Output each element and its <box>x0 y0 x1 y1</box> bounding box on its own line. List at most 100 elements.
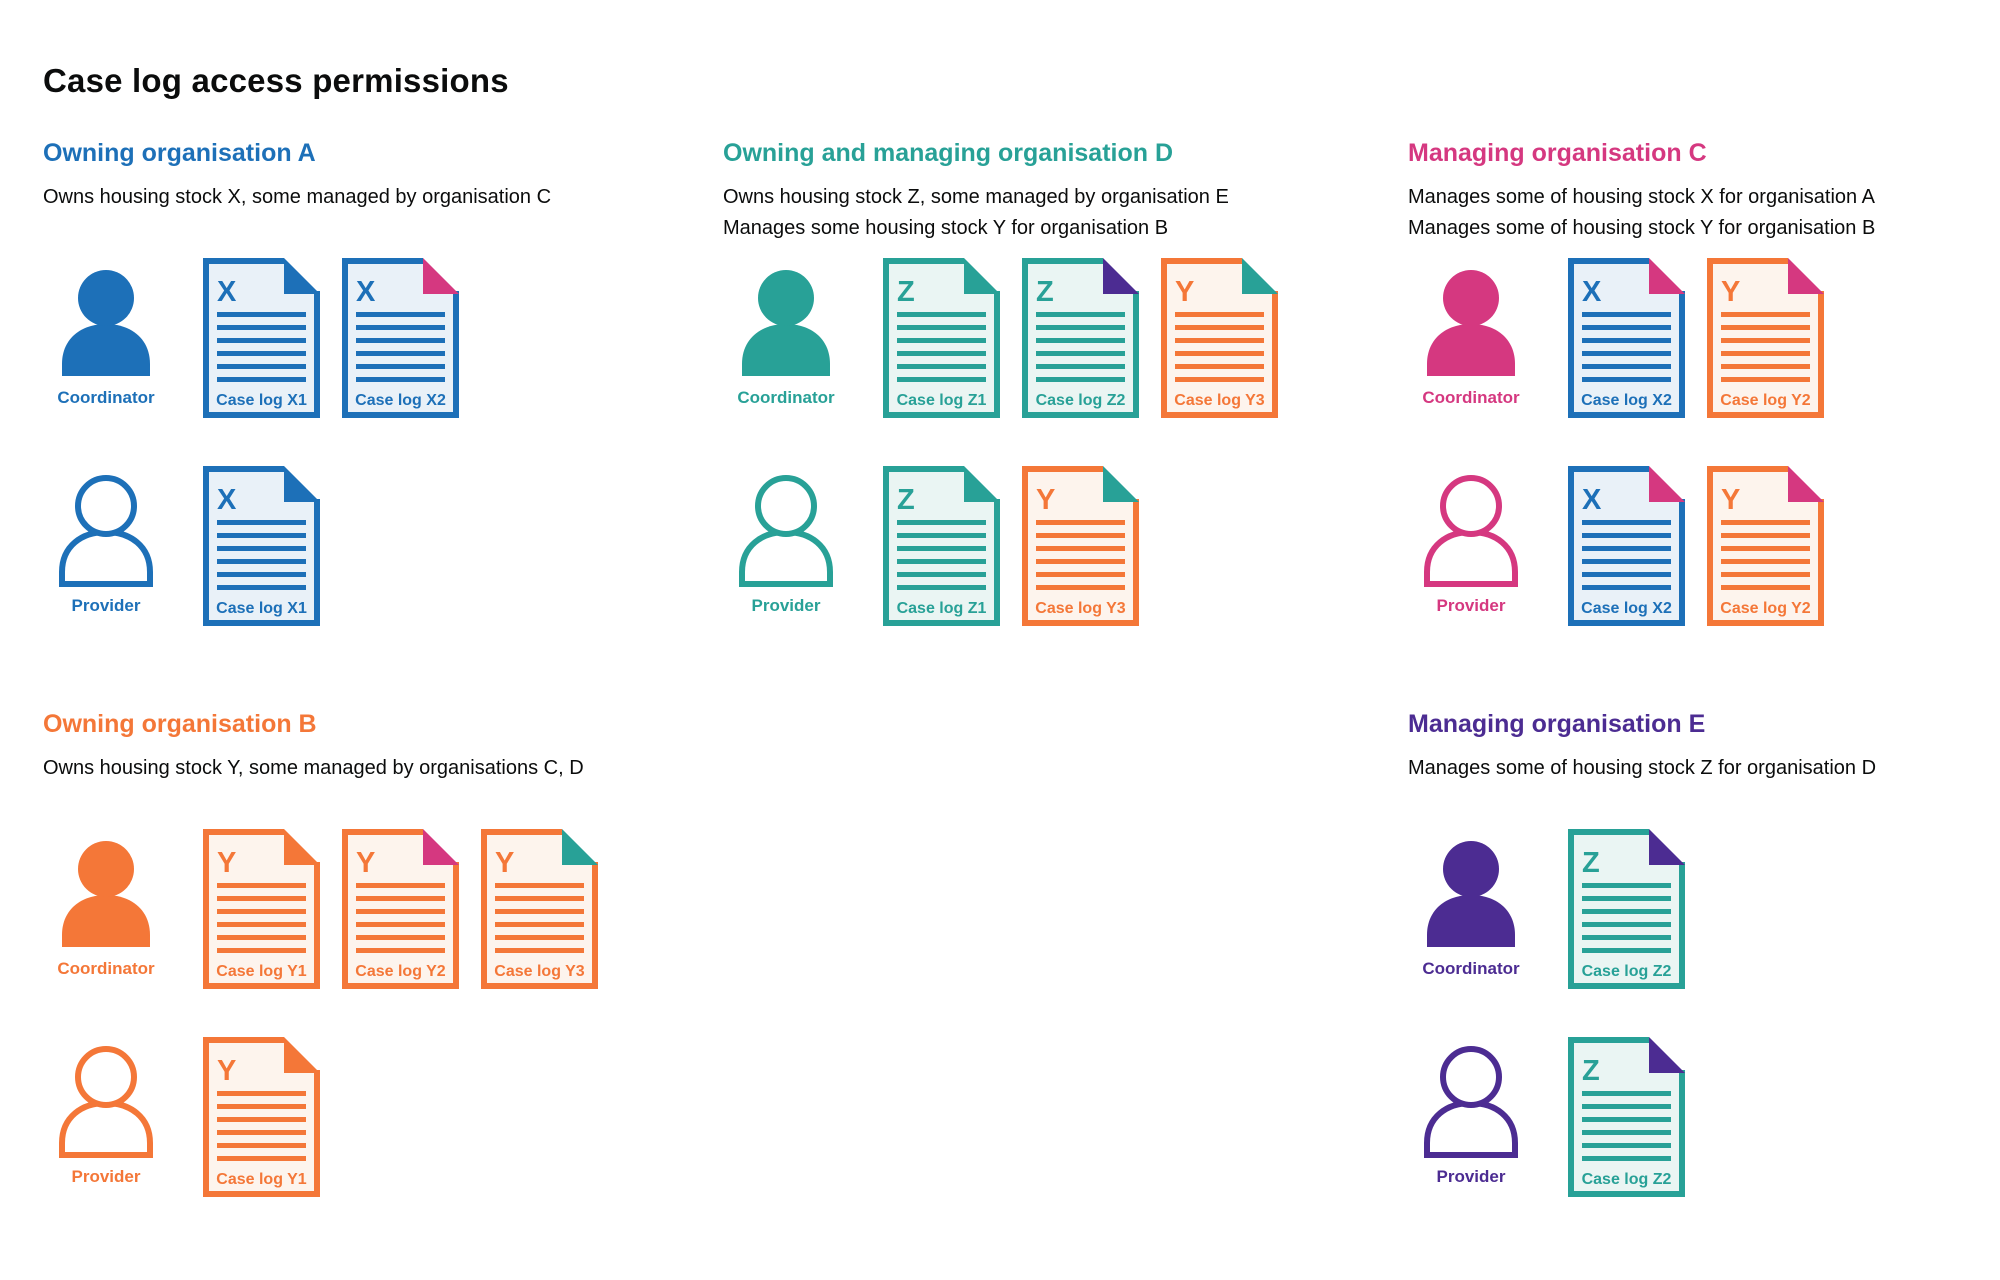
org-rows: Coordinator X Case log X2 Y Ca <box>1408 258 1968 626</box>
document-border <box>1568 1037 1685 1197</box>
person-role-label: Coordinator <box>1422 959 1520 978</box>
document-text-lines <box>495 883 584 953</box>
document-text-lines <box>1582 312 1671 382</box>
document-label: Case log Y2 <box>1720 392 1811 409</box>
role-row: Coordinator X Case log X1 X Ca <box>43 258 723 418</box>
org-header: Owning organisation B Owns housing stock… <box>43 710 723 829</box>
org-header: Owning organisation A Owns housing stock… <box>43 139 723 258</box>
document-text-lines <box>897 312 986 382</box>
person-role-label: Provider <box>71 1167 141 1186</box>
document-stock-letter: X <box>217 484 237 516</box>
person-body-shape <box>62 324 150 376</box>
org-description-line: Owns housing stock X, some managed by or… <box>43 185 552 208</box>
org-header: Managing organisation E Manages some of … <box>1408 710 1968 829</box>
org-description-line: Owns housing stock Y, some managed by or… <box>43 756 584 779</box>
person-head-shape <box>75 475 137 537</box>
org-rows: Coordinator Z Case log Z1 Z Ca <box>723 258 1408 626</box>
document-stock-letter: Y <box>217 847 236 879</box>
document-stock-letter: Z <box>1036 276 1054 308</box>
document-label: Case log Z1 <box>897 392 987 409</box>
folded-corner-icon <box>562 829 598 865</box>
org-description-line: Manages some of housing stock Y for orga… <box>1408 216 1876 239</box>
document-border <box>1568 258 1685 418</box>
document-stock-letter: X <box>356 276 376 308</box>
folded-corner-icon <box>284 829 320 865</box>
document-border <box>1161 258 1278 418</box>
document-border <box>481 829 598 989</box>
document-label: Case log Y3 <box>494 963 585 980</box>
document-stock-letter: Z <box>1582 847 1600 879</box>
document-stock-letter: Z <box>897 484 915 516</box>
org-title: Owning organisation A <box>43 139 316 167</box>
person-role-label: Coordinator <box>737 388 835 407</box>
org-description: Manages some of housing stock X for orga… <box>1408 182 1968 244</box>
org-rows: Coordinator X Case log X1 X Ca <box>43 258 723 626</box>
document-label: Case log Y3 <box>1035 600 1126 617</box>
case-log-document-icon: X Case log X1 <box>203 258 320 418</box>
person: Provider <box>43 472 169 616</box>
coordinator-person-icon <box>1427 841 1515 947</box>
role-row: Coordinator Y Case log Y1 Y Ca <box>43 829 723 989</box>
person-role-label: Provider <box>751 596 821 615</box>
document-label: Case log Y1 <box>216 963 307 980</box>
person-body-shape <box>59 528 153 587</box>
folded-corner-icon <box>1103 466 1139 502</box>
document-text-lines <box>1721 312 1810 382</box>
person: Provider <box>1408 1043 1534 1187</box>
person: Provider <box>723 472 849 616</box>
document-border <box>1707 466 1824 626</box>
document-text-lines <box>1582 883 1671 953</box>
person-head-shape <box>78 270 134 326</box>
person-body-shape <box>739 528 833 587</box>
provider-person-icon <box>739 475 833 587</box>
org-section-d: Owning and managing organisation D Owns … <box>723 139 1408 711</box>
document-stock-letter: Y <box>1036 484 1055 516</box>
person: Coordinator <box>723 264 849 408</box>
document-text-lines <box>356 883 445 953</box>
document-text-lines <box>1175 312 1264 382</box>
document-stock-letter: Y <box>495 847 514 879</box>
person-head-shape <box>75 1046 137 1108</box>
case-log-documents: X Case log X1 X Case log X2 <box>203 258 459 418</box>
folded-corner-icon <box>1649 258 1685 294</box>
person-head-shape <box>1440 475 1502 537</box>
org-description-line: Manages some housing stock Y for organis… <box>723 216 1169 239</box>
org-section-b: Owning organisation B Owns housing stock… <box>43 710 723 1245</box>
document-border <box>203 258 320 418</box>
org-description-line: Manages some of housing stock X for orga… <box>1408 185 1875 208</box>
folded-corner-icon <box>1788 466 1824 502</box>
page-title: Case log access permissions <box>43 62 509 100</box>
case-log-documents: Z Case log Z1 Y Case log Y3 <box>883 466 1139 626</box>
person-head-shape <box>78 841 134 897</box>
document-label: Case log Z2 <box>1582 963 1672 980</box>
document-label: Case log Y2 <box>1720 600 1811 617</box>
org-title: Managing organisation E <box>1408 710 1706 738</box>
org-title: Owning and managing organisation D <box>723 139 1174 167</box>
document-label: Case log Z2 <box>1582 1171 1672 1188</box>
case-log-document-icon: Z Case log Z2 <box>1568 829 1685 989</box>
case-log-document-icon: X Case log X2 <box>1568 258 1685 418</box>
organisations-grid: Owning organisation A Owns housing stock… <box>43 139 1968 1245</box>
coordinator-person-icon <box>742 270 830 376</box>
role-row: Provider Y Case log Y1 <box>43 1037 723 1197</box>
case-log-documents: X Case log X1 <box>203 466 320 626</box>
org-description: Owns housing stock X, some managed by or… <box>43 182 723 213</box>
role-row: Coordinator Z Case log Z1 Z Ca <box>723 258 1408 418</box>
person-role-label: Coordinator <box>57 388 155 407</box>
case-log-documents: Z Case log Z2 <box>1568 829 1685 989</box>
document-border <box>1707 258 1824 418</box>
person-body-shape <box>62 895 150 947</box>
document-border <box>342 829 459 989</box>
org-rows: Coordinator Y Case log Y1 Y Ca <box>43 829 723 1197</box>
case-log-document-icon: Z Case log Z2 <box>1568 1037 1685 1197</box>
person-body-shape <box>1424 1099 1518 1158</box>
folded-corner-icon <box>964 466 1000 502</box>
person: Provider <box>1408 472 1534 616</box>
org-header: Owning and managing organisation D Owns … <box>723 139 1408 258</box>
case-log-document-icon: Z Case log Z1 <box>883 258 1000 418</box>
person-role-label: Provider <box>1436 596 1506 615</box>
document-stock-letter: Y <box>1175 276 1194 308</box>
org-description-line: Owns housing stock Z, some managed by or… <box>723 185 1229 208</box>
person-head-shape <box>758 270 814 326</box>
